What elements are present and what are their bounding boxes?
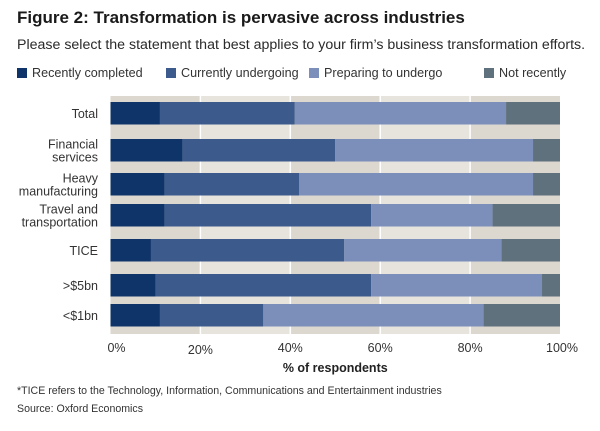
category-label: TICE (70, 244, 98, 258)
bar-segment (294, 102, 507, 125)
bar-segment (164, 173, 300, 196)
legend-swatch (17, 68, 27, 78)
bar-segment (110, 173, 165, 196)
x-axis-label: % of respondents (283, 361, 388, 375)
bar-segment (110, 274, 156, 297)
category-label: Financial services (48, 137, 98, 164)
legend-label: Preparing to undergo (324, 66, 443, 80)
bar-segment (159, 304, 264, 327)
x-tick-label: 100% (546, 341, 578, 355)
legend-item-currently-undergoing: Currently undergoing (166, 66, 299, 80)
x-tick-label: 0% (107, 341, 125, 355)
legend-swatch (484, 68, 494, 78)
bar-segment (263, 304, 484, 327)
bar-segment (533, 173, 560, 196)
bar-segment (164, 204, 372, 227)
category-label: >$5bn (63, 279, 98, 293)
bar-segment (344, 239, 502, 262)
legend-item-not-recently: Not recently (484, 66, 566, 80)
bar-segment (110, 239, 151, 262)
legend-label: Recently completed (32, 66, 143, 80)
bar-segment (159, 102, 295, 125)
legend-item-recently-completed: Recently completed (17, 66, 143, 80)
x-tick-label: 60% (368, 341, 393, 355)
category-label: Heavy manufacturing (19, 171, 99, 198)
legend-swatch (309, 68, 319, 78)
legend-label: Not recently (499, 66, 567, 80)
x-tick-label: 20% (188, 343, 213, 357)
category-label: <$1bn (63, 309, 98, 323)
bar-segment (110, 139, 183, 162)
x-tick-label: 40% (278, 341, 303, 355)
bar-segment (110, 304, 160, 327)
category-label: Total (72, 107, 98, 121)
chart-subtitle: Please select the statement that best ap… (17, 37, 586, 53)
bar-segment (182, 139, 336, 162)
bar-segment (506, 102, 560, 125)
chart-title: Figure 2: Transformation is pervasive ac… (17, 8, 465, 27)
legend-item-preparing-to-undergo: Preparing to undergo (309, 66, 442, 80)
legend-label: Currently undergoing (181, 66, 299, 80)
footnote: *TICE refers to the Technology, Informat… (17, 385, 442, 397)
bar-segment (335, 139, 534, 162)
x-tick-label: 80% (458, 341, 483, 355)
bar-segment (533, 139, 560, 162)
legend-swatch (166, 68, 176, 78)
bar-segment (371, 274, 543, 297)
bar-segment (299, 173, 534, 196)
bar-segment (492, 204, 560, 227)
legend: Recently completed Currently undergoing … (17, 66, 595, 82)
bar-segment (542, 274, 560, 297)
source-note: Source: Oxford Economics (17, 403, 143, 415)
bar-segment (110, 102, 160, 125)
bar-segment (371, 204, 493, 227)
bar-segment (150, 239, 345, 262)
bar-segment (501, 239, 560, 262)
bar-segment (483, 304, 560, 327)
bar-segment (110, 204, 165, 227)
category-label: Travel and transportation (22, 202, 98, 229)
bar-segment (155, 274, 372, 297)
